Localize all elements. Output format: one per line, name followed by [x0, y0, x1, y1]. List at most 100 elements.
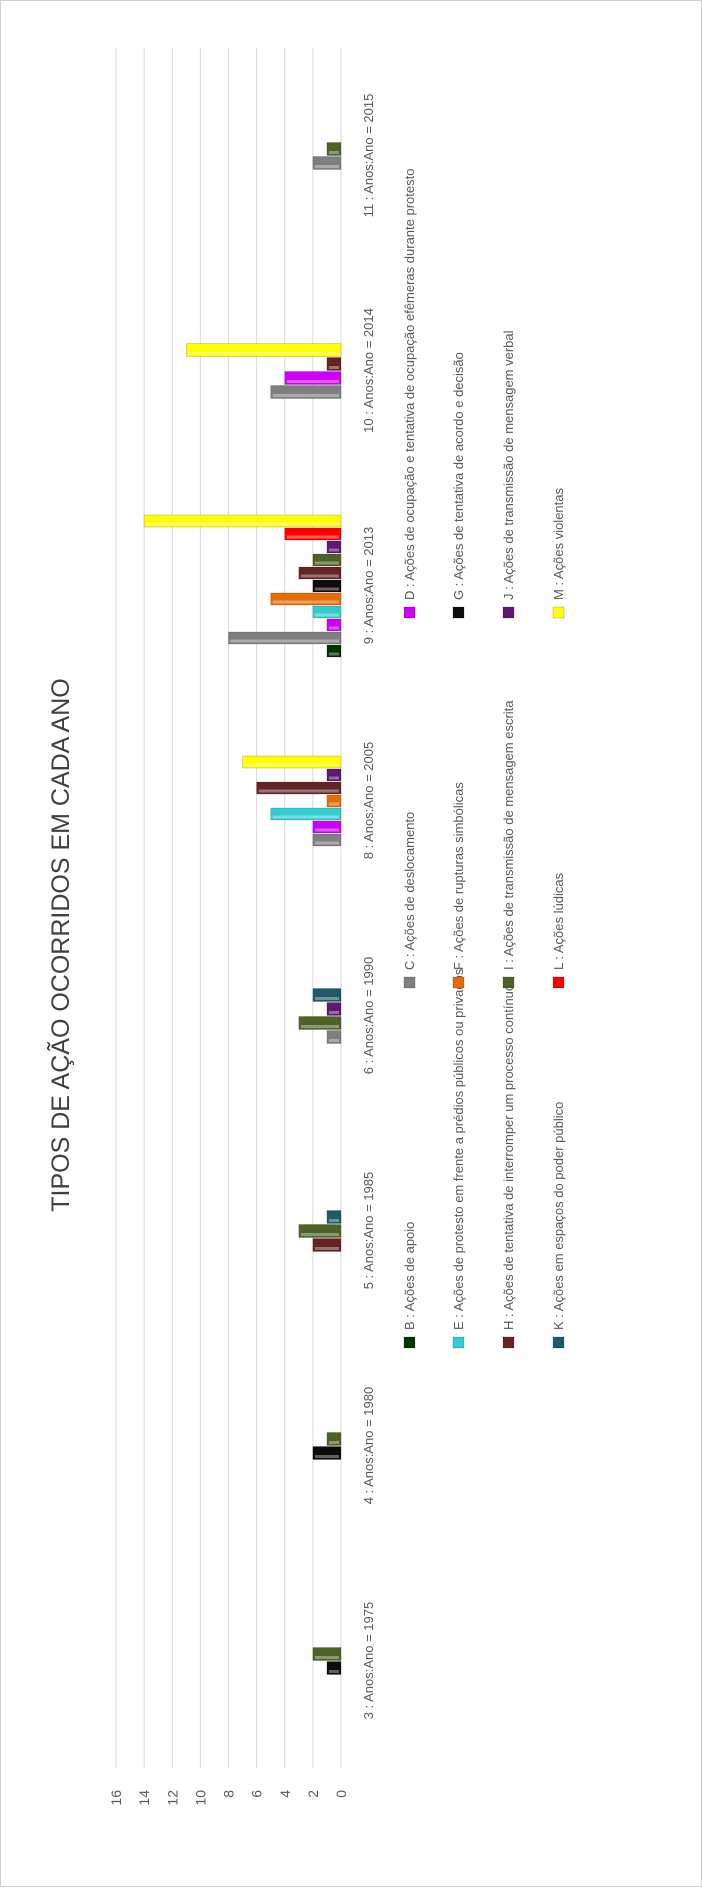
- legend-swatch: [452, 1336, 465, 1349]
- category-label: 3 : Anos:Ano = 1975: [361, 1602, 376, 1719]
- bar: [326, 618, 342, 632]
- bar-highlight: [328, 626, 339, 630]
- bar-highlight: [314, 1455, 339, 1458]
- bar: [143, 514, 342, 528]
- legend-swatch: [452, 976, 465, 989]
- legend-label: E : Ações de protesto em frente a prédio…: [451, 968, 466, 1330]
- bar-highlight: [314, 828, 339, 832]
- bar: [312, 820, 342, 834]
- bar: [326, 1661, 342, 1675]
- category-labels: 3 : Anos:Ano = 1975 4 : Anos:Ano = 1980 5 …: [361, 94, 376, 1720]
- bar: [312, 833, 342, 847]
- bar-highlight: [328, 548, 339, 552]
- bar-highlight: [314, 997, 339, 1000]
- category-label: 8 : Anos:Ano = 2005: [361, 742, 376, 859]
- bar: [312, 605, 342, 619]
- bar: [326, 1210, 342, 1224]
- legend: B : Ações de apoio C : Ações de deslocame…: [402, 169, 566, 1349]
- bar: [312, 988, 342, 1002]
- legend-label: H : Ações de tentativa de interromper um…: [501, 984, 516, 1330]
- bar-highlight: [328, 1441, 339, 1444]
- legend-swatch: [502, 976, 515, 989]
- legend-label: C : Ações de deslocamento: [402, 812, 417, 970]
- bar-highlight: [272, 600, 339, 604]
- bar-highlight: [314, 587, 339, 591]
- bar-highlight: [328, 802, 339, 806]
- y-tick-label: 0: [333, 1790, 349, 1798]
- bar-highlight: [314, 561, 339, 565]
- bar: [284, 527, 342, 541]
- bar: [298, 1016, 342, 1030]
- y-tick-label: 16: [108, 1790, 124, 1806]
- category-label: 10 : Anos:Ano = 2014: [361, 308, 376, 433]
- bar-highlight: [328, 1039, 339, 1042]
- bar: [326, 794, 342, 808]
- bar: [312, 553, 342, 567]
- bar: [312, 1238, 342, 1252]
- legend-label: J : Ações de transmissão de mensagem ver…: [501, 330, 516, 600]
- y-tick-label: 2: [305, 1790, 321, 1798]
- legend-label: K : Ações em espaços do poder público: [551, 1102, 566, 1330]
- y-tick-label: 12: [164, 1790, 180, 1806]
- legend-swatch: [403, 606, 416, 619]
- bar: [326, 540, 342, 554]
- bar-highlight: [244, 763, 339, 767]
- legend-swatch: [552, 1336, 565, 1349]
- bar-highlight: [328, 366, 339, 369]
- bar: [298, 566, 342, 580]
- legend-label: G : Ações de tentativa de acordo e decis…: [451, 352, 466, 600]
- bar-highlight: [286, 380, 339, 383]
- bar: [186, 343, 342, 357]
- bar: [270, 807, 342, 821]
- bar: [270, 385, 342, 399]
- category-label: 4 : Anos:Ano = 1980: [361, 1387, 376, 1504]
- category-label: 9 : Anos:Ano = 2013: [361, 527, 376, 644]
- y-tick-label: 8: [221, 1790, 237, 1798]
- bar: [312, 1446, 342, 1460]
- bar-highlight: [188, 352, 339, 355]
- y-tick-label: 10: [192, 1790, 208, 1806]
- bar: [228, 631, 342, 645]
- bar: [326, 1002, 342, 1016]
- bar: [326, 1432, 342, 1446]
- chart-title: TIPOS DE AÇÃO OCORRIDOS EM CADA ANO: [46, 678, 75, 1211]
- legend-swatch: [403, 976, 416, 989]
- gridlines: [115, 48, 342, 1768]
- legend-label: B : Ações de apoio: [402, 1222, 417, 1330]
- bar-highlight: [286, 535, 339, 539]
- bar: [326, 768, 342, 782]
- bar: [326, 142, 342, 156]
- bar: [298, 1224, 342, 1238]
- bar-highlight: [328, 652, 339, 656]
- category-label: 5 : Anos:Ano = 1985: [361, 1172, 376, 1289]
- bar-highlight: [314, 165, 339, 168]
- bar-highlight: [328, 1670, 339, 1673]
- bar-highlight: [258, 789, 339, 793]
- bar: [256, 781, 342, 795]
- legend-swatch: [502, 606, 515, 619]
- bar-highlight: [300, 1233, 339, 1236]
- legend-label: D : Ações de ocupação e tentativa de ocu…: [402, 169, 417, 600]
- bar: [270, 592, 342, 606]
- legend-label: I : Ações de transmissão de mensagem esc…: [501, 700, 516, 970]
- category-label: 11 : Anos:Ano = 2015: [361, 94, 376, 218]
- bar-highlight: [230, 639, 339, 643]
- bar-highlight: [300, 574, 339, 578]
- legend-label: M : Ações violentas: [551, 488, 566, 600]
- bar: [312, 579, 342, 593]
- bar: [312, 156, 342, 170]
- bar-highlight: [272, 394, 339, 397]
- bar: [284, 371, 342, 385]
- category-label: 6 : Anos:Ano = 1990: [361, 957, 376, 1074]
- y-tick-label: 4: [277, 1790, 293, 1798]
- bar: [312, 1647, 342, 1661]
- bar-highlight: [328, 1219, 339, 1222]
- y-tick-label: 6: [249, 1790, 265, 1798]
- legend-swatch: [403, 1336, 416, 1349]
- bar: [326, 1030, 342, 1044]
- bar-highlight: [328, 1011, 339, 1014]
- bar-highlight: [328, 151, 339, 154]
- y-tick-label: 14: [136, 1790, 152, 1806]
